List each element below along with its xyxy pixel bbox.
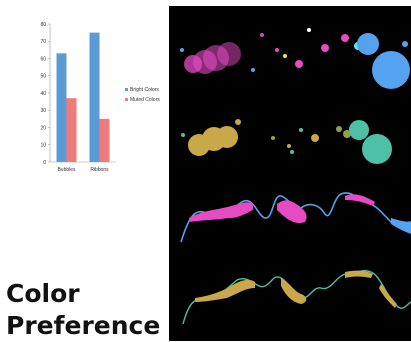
bar [99, 118, 110, 162]
legend: Bright Colors Muted Colors [125, 87, 160, 103]
bubble [357, 33, 379, 55]
bubble [217, 42, 241, 66]
ribbon-band [391, 218, 411, 234]
bubble [299, 128, 303, 132]
bubble [290, 150, 294, 154]
legend-label: Bright Colors [130, 87, 159, 93]
y-axis-ticks: 0 10 20 30 40 50 60 70 80 [40, 22, 50, 166]
y-tick-label: 20 [40, 125, 46, 131]
bubble [321, 44, 329, 52]
bubble [402, 41, 408, 47]
legend-swatch [125, 88, 128, 91]
bubble [372, 51, 410, 89]
bubble [271, 136, 275, 140]
bubble [311, 134, 319, 142]
x-tick-label: Bubbles [57, 167, 76, 173]
bubble [349, 120, 369, 140]
y-tick-label: 80 [40, 22, 46, 28]
bubble [180, 48, 184, 52]
x-axis-labels: Bubbles Ribbons [57, 167, 109, 173]
bright-ribbon [180, 192, 411, 243]
ribbon-band [345, 194, 375, 206]
ribbon-band [345, 270, 373, 278]
bubble [362, 134, 392, 164]
bubble [216, 126, 238, 148]
bubble [181, 133, 185, 137]
bubble [287, 144, 291, 148]
bar [89, 32, 100, 162]
legend-swatch [125, 98, 128, 101]
bubble [260, 33, 264, 37]
bubble [343, 130, 351, 138]
bubble [341, 34, 349, 42]
ribbon-band [189, 202, 253, 222]
caption: Color Preference [6, 278, 166, 342]
bubble [251, 68, 255, 72]
ribbon-band [281, 278, 307, 304]
muted-ribbon [182, 269, 411, 325]
ribbon-band [277, 200, 307, 224]
bright-bubbles [180, 28, 410, 89]
bubble [295, 60, 303, 68]
legend-label: Muted Colors [130, 97, 160, 103]
y-tick-label: 10 [40, 143, 46, 149]
caption-line-2: Preference [6, 311, 161, 340]
bubble [235, 119, 241, 125]
bubble [275, 48, 279, 52]
bar [66, 98, 77, 162]
ribbon-band [379, 284, 397, 308]
bubble [336, 126, 342, 132]
x-tick-label: Ribbons [90, 167, 109, 173]
y-tick-label: 30 [40, 108, 46, 114]
ribbon-band [195, 279, 255, 302]
muted-bubbles [181, 119, 392, 164]
y-tick-label: 60 [40, 56, 46, 62]
bubble [307, 28, 311, 32]
bar [56, 53, 67, 163]
y-tick-label: 50 [40, 74, 46, 80]
caption-line-1: Color [6, 279, 80, 308]
bar-chart: 0 10 20 30 40 50 60 70 80 Bubbles Ribbons Bright … [40, 22, 160, 173]
y-tick-label: 70 [40, 39, 46, 45]
bars [56, 32, 110, 163]
y-tick-label: 0 [43, 160, 46, 166]
bubble [283, 54, 287, 58]
y-tick-label: 40 [40, 91, 46, 97]
visualization-panel [169, 6, 411, 341]
